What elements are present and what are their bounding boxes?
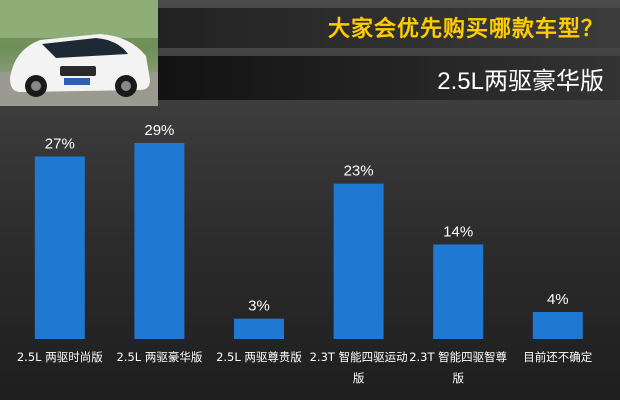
category-label-6: 目前还不确定	[523, 350, 592, 364]
category-label-2: 2.5L 两驱豪华版	[116, 350, 202, 364]
bar-6	[532, 312, 583, 339]
data-label-3: 3%	[248, 298, 270, 315]
bar-4	[333, 183, 384, 339]
bar-5	[433, 244, 484, 339]
category-label-5-line-1: 2.3T 智能四驱智尊	[409, 350, 507, 364]
title-band: 大家会优先购买哪款车型？	[158, 8, 620, 48]
data-label-5: 14%	[443, 223, 473, 240]
category-label-4-line-1: 2.3T 智能四驱运动	[310, 350, 408, 364]
data-label-6: 4%	[547, 291, 569, 308]
data-label-4: 23%	[344, 163, 374, 180]
category-label-4-line-2: 版	[353, 371, 365, 385]
category-label-5-line-2: 版	[452, 371, 464, 385]
bar-2	[134, 143, 185, 339]
bar-1	[34, 156, 85, 339]
page-title: 大家会优先购买哪款车型？	[327, 17, 604, 42]
car-photo	[0, 0, 158, 106]
category-label-1: 2.5L 两驱时尚版	[17, 350, 103, 364]
data-label-1: 27%	[45, 136, 75, 153]
bar-chart: 27% 2.5L 两驱时尚版 29% 2.5L 两驱豪华版 3% 2.5L 两驱尊贵版 23…	[17, 122, 593, 385]
data-label-2: 29%	[144, 122, 174, 139]
bar-3	[234, 318, 284, 339]
page-subtitle: 2.5L两驱豪华版	[437, 68, 604, 95]
subtitle-band: 2.5L两驱豪华版	[158, 56, 620, 100]
car-photo-icon	[0, 0, 158, 106]
category-label-3: 2.5L 两驱尊贵版	[216, 350, 302, 364]
